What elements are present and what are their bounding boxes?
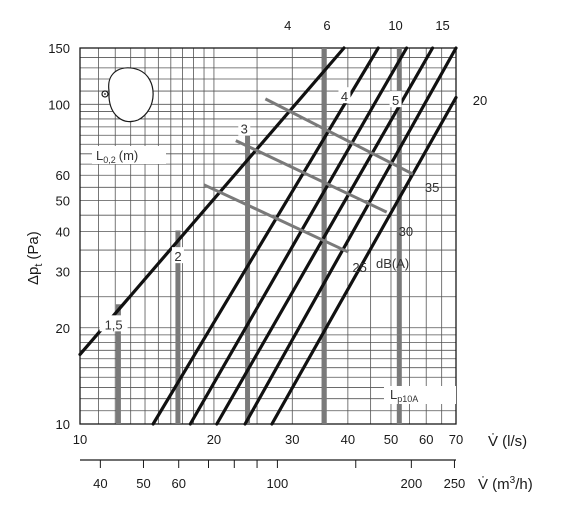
chart-labels: 35 30 25 1,5 2 3 4 5 4 6 10 15 20 [99, 18, 487, 332]
sound-level-label: Lp10A [384, 386, 456, 404]
x-tick-label-ls: 30 [285, 432, 299, 447]
plot-border [79, 47, 457, 425]
x-axis-title-m3h: V̇ (m3/h) [478, 475, 533, 493]
noise-line-label: 25 [352, 260, 366, 275]
noise-line [203, 183, 349, 254]
svg-text:Lp10A: Lp10A [390, 387, 418, 404]
y-axis-title: Δpt(Pa) [25, 231, 45, 285]
y-tick-label: 30 [56, 264, 70, 279]
top-label: 15 [435, 18, 449, 33]
throw-label: 1,5 [105, 317, 123, 332]
y-tick-label: 60 [56, 168, 70, 183]
x-tick-label-ls: 50 [384, 432, 398, 447]
noise-unit-label: dB(A) [376, 256, 409, 271]
throw-label-bg [338, 87, 351, 104]
throw-label: 2 [174, 249, 181, 264]
y-tick-label: 50 [56, 194, 70, 209]
top-label: 6 [323, 18, 330, 33]
svg-text:L0,2(m): L0,2 (m) [96, 148, 138, 165]
x-tick-label-m3h: 40 [93, 476, 107, 491]
x-tick-label-ls: 20 [207, 432, 221, 447]
diagonal-line [188, 46, 409, 426]
x-tick-label-m3h: 60 [171, 476, 185, 491]
diagonal-line [243, 46, 458, 426]
noise-line [235, 139, 388, 214]
x-tick-label-m3h: 200 [400, 476, 422, 491]
diagonal-line [78, 46, 346, 357]
throw-label: 4 [341, 89, 348, 104]
y-tick-label: 150 [48, 41, 70, 56]
throw-label-bg [389, 91, 402, 108]
throw-label: 3 [241, 122, 248, 137]
y-tick-label: 100 [48, 97, 70, 112]
noise-line-label: 35 [425, 180, 439, 195]
x-tick-label-ls: 70 [449, 432, 463, 447]
noise-lines [203, 97, 414, 254]
x-tick-label-m3h: 250 [444, 476, 466, 491]
noise-line [264, 97, 414, 176]
x-axis-title-ls: V̇ (l/s) [488, 433, 527, 450]
top-label: 4 [284, 18, 291, 33]
right-label: 20 [473, 93, 487, 108]
top-label: 10 [388, 18, 402, 33]
throw-label-bg [171, 247, 184, 264]
diagonal-line [151, 46, 380, 426]
diagonal-line [215, 46, 435, 426]
throw-label: 5 [392, 93, 399, 108]
x-tick-label-m3h: 50 [136, 476, 150, 491]
diagonal-line [270, 95, 458, 426]
y-tick-label: 20 [56, 321, 70, 336]
y-tick-label: 40 [56, 225, 70, 240]
noise-line-label: 30 [399, 224, 413, 239]
axis-ticks: 10 20 30 40 50 60 100 150 10 20 30 40 50 60 70 40 50 60 10… [48, 41, 465, 491]
x-tick-label-ls: 60 [419, 432, 433, 447]
throw-label-bg [99, 315, 128, 332]
diagonal-lines [78, 46, 458, 426]
outlet-symbol-icon [101, 67, 154, 123]
x-tick-label-ls: 10 [73, 432, 87, 447]
throw-length-label: L0,2 (m) [92, 146, 166, 165]
throw-label-bg [238, 119, 251, 136]
y-tick-label: 10 [56, 417, 70, 432]
plot-frame [79, 47, 457, 425]
x-tick-label-m3h: 100 [267, 476, 289, 491]
x-tick-label-ls: 40 [341, 432, 355, 447]
